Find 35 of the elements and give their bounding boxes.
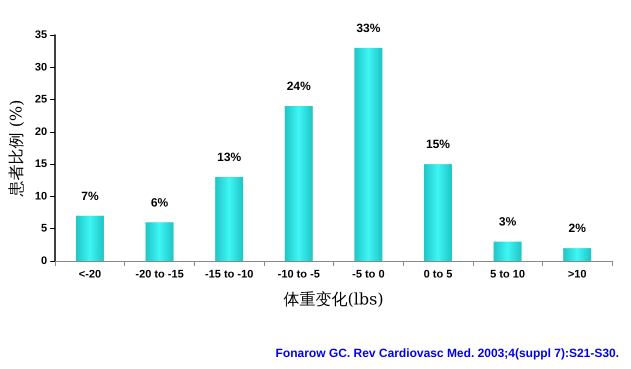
bar bbox=[215, 177, 244, 261]
y-tick-label: 5 bbox=[41, 222, 48, 235]
bar bbox=[284, 106, 313, 261]
x-tick-label: 5 to 10 bbox=[490, 268, 526, 280]
data-label: 24% bbox=[286, 79, 312, 94]
data-label: 2% bbox=[568, 221, 586, 236]
bar bbox=[563, 248, 592, 261]
x-axis-title: 体重变化(lbs) bbox=[284, 290, 384, 308]
x-tick-label: 0 to 5 bbox=[424, 268, 452, 280]
data-label: 13% bbox=[217, 150, 242, 164]
x-tick-label: -5 to 0 bbox=[352, 268, 385, 280]
bar bbox=[354, 48, 382, 261]
x-tick-label: -10 to -5 bbox=[278, 268, 320, 280]
text: Fonarow GC. Rev Cardiovasc Med. 2003;4(suppl 7):S21-S30. bbox=[276, 346, 620, 360]
bar bbox=[424, 164, 452, 261]
y-tick-label: 10 bbox=[34, 190, 48, 202]
y-tick-label: 15 bbox=[34, 158, 48, 170]
data-label: 15% bbox=[426, 137, 450, 152]
y-tick-label: 30 bbox=[34, 61, 48, 74]
y-axis-title: 患者比例 (%) bbox=[6, 100, 26, 198]
data-label: 3% bbox=[498, 214, 517, 229]
y-tick-label: 0 bbox=[41, 255, 48, 267]
y-tick-label: 20 bbox=[34, 126, 48, 138]
x-tick-label: >10 bbox=[568, 268, 587, 280]
bar bbox=[146, 222, 174, 261]
y-tick-label: 35 bbox=[34, 29, 48, 41]
y-tick-label: 25 bbox=[34, 94, 48, 106]
data-label: 6% bbox=[150, 195, 169, 210]
bar bbox=[494, 242, 522, 261]
x-tick-label: <-20 bbox=[78, 268, 102, 280]
bar bbox=[76, 216, 104, 261]
data-label: 7% bbox=[81, 188, 99, 203]
data-label: 33% bbox=[356, 20, 381, 35]
x-tick-label: -20 to -15 bbox=[135, 268, 184, 280]
x-tick-label: -15 to -10 bbox=[205, 268, 254, 280]
